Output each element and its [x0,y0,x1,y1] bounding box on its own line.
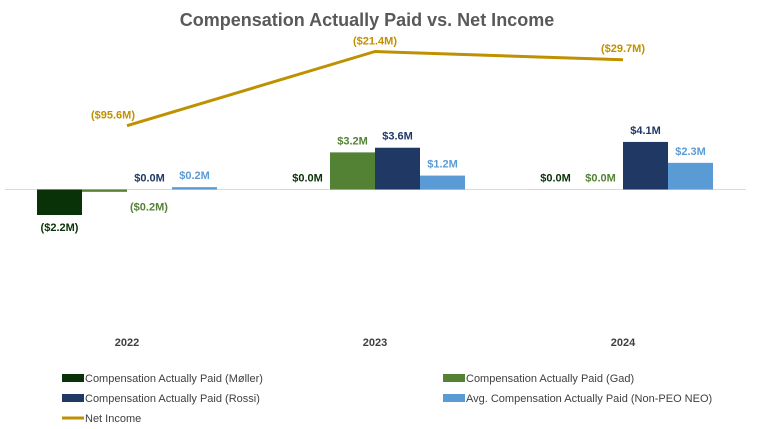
legend-swatch-compensation-actually-paid-rossi [62,394,84,402]
legend-label-net-income: Net Income [85,413,141,425]
category-labels-layer: 2022 2023 2024 [115,337,636,349]
data-label-compensation-actually-paid-m-ller-2022: ($2.2M) [41,222,79,234]
data-label-compensation-actually-paid-gad-2023: $3.2M [337,135,368,147]
legend-item-net-income: Net Income [62,413,141,425]
data-label-avg-compensation-actually-paid-non-peo-neo-2024: $2.3M [675,146,706,158]
data-label-compensation-actually-paid-rossi-2024: $4.1M [630,125,661,137]
chart-title: Compensation Actually Paid vs. Net Incom… [180,10,554,30]
bar-compensation-actually-paid-rossi-2024 [623,141,668,190]
data-label-avg-compensation-actually-paid-non-peo-neo-2022: $0.2M [179,170,210,182]
legend-item-avg-compensation-actually-paid-non-peo-neo: Avg. Compensation Actually Paid (Non-PEO… [443,393,712,405]
category-label-2024: 2024 [611,337,636,349]
legend-item-compensation-actually-paid-m-ller: Compensation Actually Paid (Møller) [62,373,263,385]
data-labels-layer: ($2.2M) $0.0M $0.0M ($0.2M) $3.2M $0.0M $0.0M $… [41,36,706,235]
bar-compensation-actually-paid-rossi-2023 [375,147,420,190]
legend-swatch-compensation-actually-paid-gad [443,374,465,382]
data-label-compensation-actually-paid-rossi-2022: $0.0M [134,173,165,185]
legend-label-compensation-actually-paid-rossi: Compensation Actually Paid (Rossi) [85,393,260,405]
data-label-compensation-actually-paid-gad-2024: $0.0M [585,173,616,185]
category-label-2023: 2023 [363,337,387,349]
data-label-compensation-actually-paid-rossi-2023: $3.6M [382,131,413,143]
legend: Compensation Actually Paid (Møller) Compe… [62,373,712,425]
bars-layer [37,141,713,216]
bar-compensation-actually-paid-gad-2022 [82,189,127,192]
bar-compensation-actually-paid-m-ller-2022 [37,189,82,216]
bar-avg-compensation-actually-paid-non-peo-neo-2022 [172,187,217,190]
bar-avg-compensation-actually-paid-non-peo-neo-2023 [420,175,465,190]
legend-item-compensation-actually-paid-rossi: Compensation Actually Paid (Rossi) [62,393,260,405]
data-label-net-income-2023: ($21.4M) [353,36,397,48]
legend-swatch-compensation-actually-paid-m-ller [62,374,84,382]
data-label-compensation-actually-paid-m-ller-2024: $0.0M [540,173,571,185]
legend-item-compensation-actually-paid-gad: Compensation Actually Paid (Gad) [443,373,634,385]
data-label-compensation-actually-paid-m-ller-2023: $0.0M [292,173,323,185]
data-label-net-income-2022: ($95.6M) [91,110,135,122]
data-label-avg-compensation-actually-paid-non-peo-neo-2023: $1.2M [427,159,458,171]
legend-swatch-avg-compensation-actually-paid-non-peo-neo [443,394,465,402]
data-label-compensation-actually-paid-gad-2022: ($0.2M) [130,202,168,214]
net-income-line-layer [126,50,624,128]
data-label-net-income-2024: ($29.7M) [601,43,645,55]
bar-avg-compensation-actually-paid-non-peo-neo-2024 [668,162,713,190]
category-label-2022: 2022 [115,337,139,349]
legend-label-avg-compensation-actually-paid-non-peo-neo: Avg. Compensation Actually Paid (Non-PEO… [466,393,712,405]
legend-label-compensation-actually-paid-gad: Compensation Actually Paid (Gad) [466,373,634,385]
net-income-line [126,50,624,128]
bar-compensation-actually-paid-gad-2023 [330,152,375,190]
legend-label-compensation-actually-paid-m-ller: Compensation Actually Paid (Møller) [85,373,263,385]
